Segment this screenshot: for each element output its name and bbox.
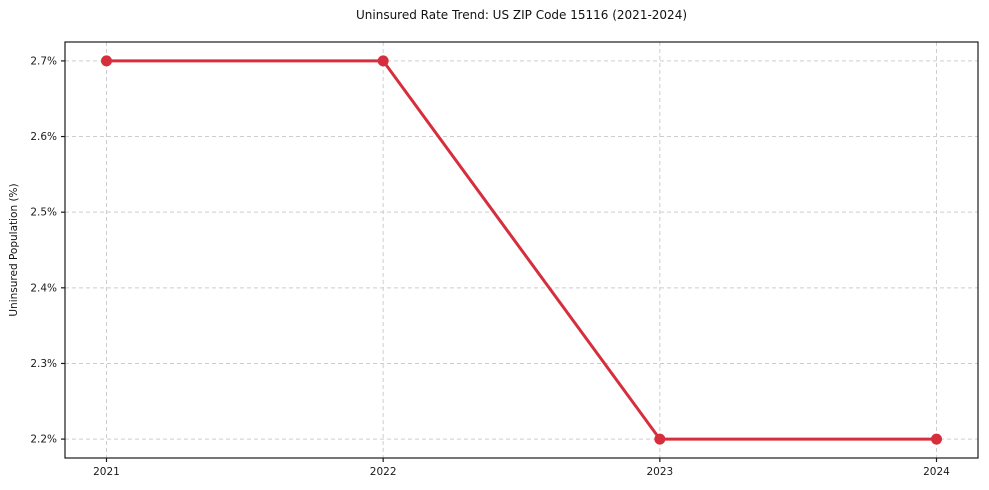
y-tick-label: 2.6% bbox=[30, 131, 57, 143]
data-point bbox=[931, 433, 942, 445]
x-tick-label: 2022 bbox=[370, 466, 397, 478]
y-tick-label: 2.7% bbox=[30, 55, 57, 67]
data-point bbox=[101, 55, 112, 67]
x-tick-label: 2023 bbox=[646, 466, 673, 478]
data-point bbox=[654, 433, 666, 445]
data-point bbox=[377, 55, 389, 67]
x-tick-label: 2021 bbox=[93, 466, 120, 478]
y-tick-label: 2.2% bbox=[30, 434, 57, 446]
y-tick-label: 2.3% bbox=[30, 358, 57, 370]
axes-border bbox=[64, 41, 979, 459]
chart-title: Uninsured Rate Trend: US ZIP Code 15116 … bbox=[355, 8, 688, 22]
x-tick-label: 2024 bbox=[923, 466, 950, 478]
y-tick-label: 2.4% bbox=[30, 282, 57, 294]
y-tick-label: 2.5% bbox=[30, 207, 57, 219]
trend-line bbox=[105, 59, 938, 441]
